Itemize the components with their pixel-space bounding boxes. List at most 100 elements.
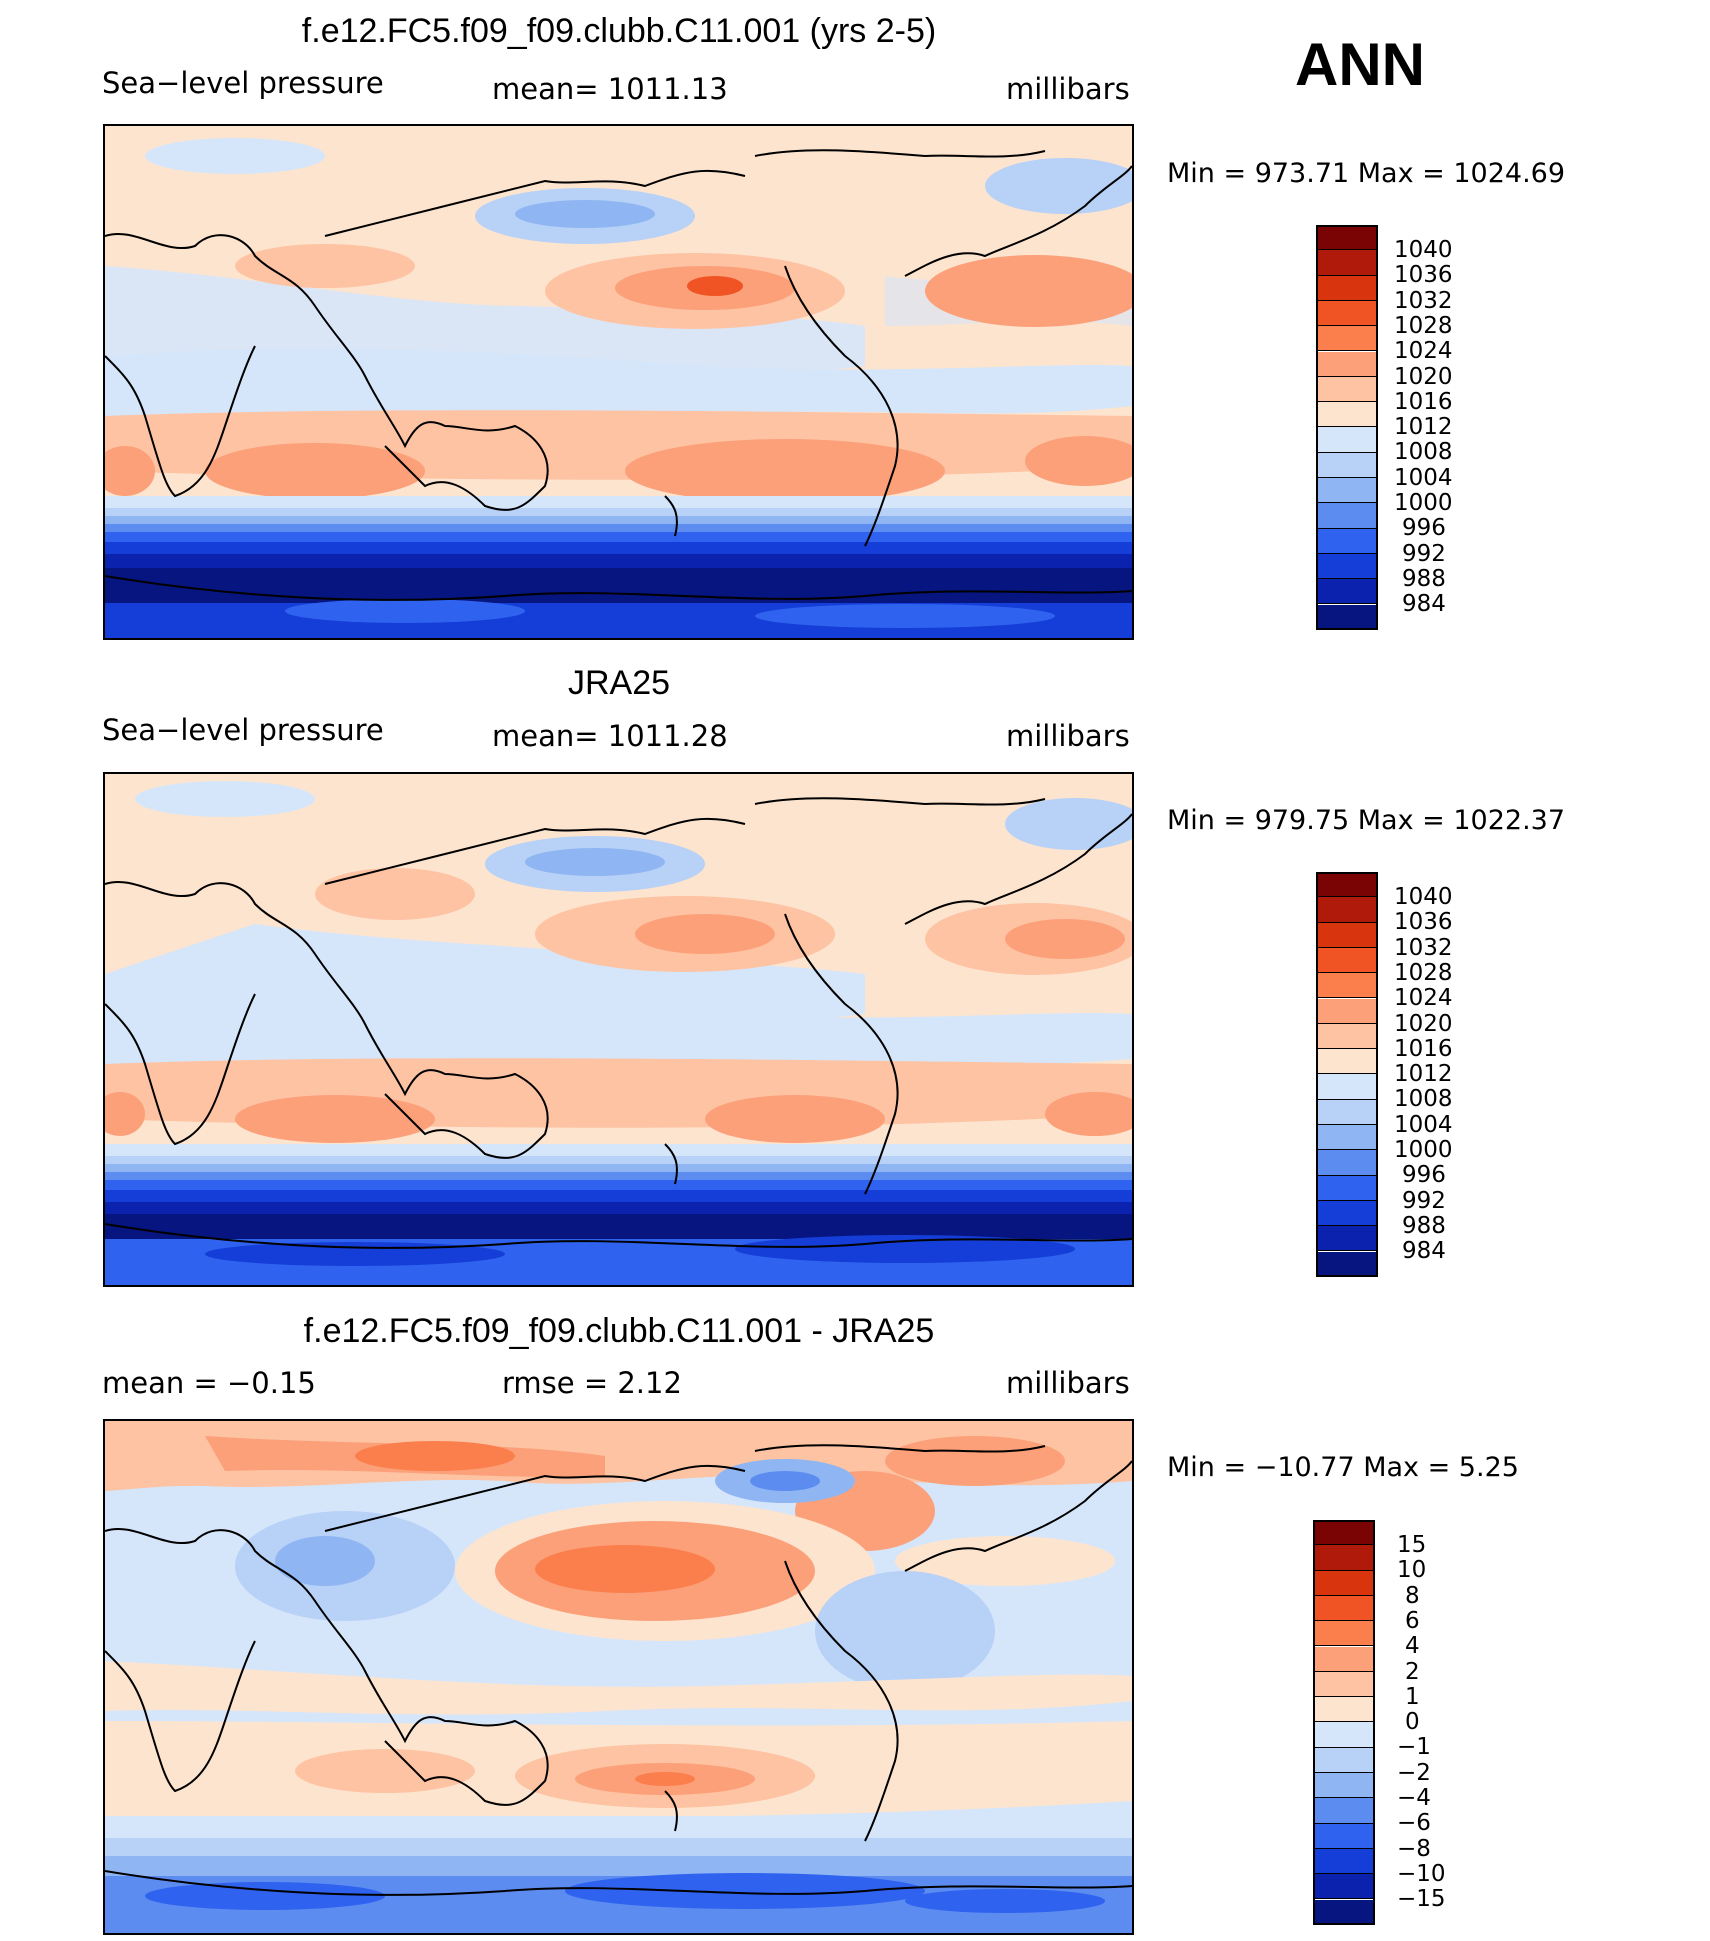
panel-1-colorbar-label: 1004: [1394, 464, 1453, 491]
panel-2-colorbar-swatch: [1316, 998, 1378, 1024]
panel-1-map: [103, 124, 1134, 640]
panel-3-colorbar-swatch: [1313, 1899, 1375, 1925]
panel-2-colorbar-label: 1032: [1394, 934, 1453, 961]
panel-3-colorbar-label: −1: [1397, 1734, 1431, 1761]
panel-1-colorbar-label: 1036: [1394, 262, 1453, 289]
panel-1-colorbar-swatch: [1316, 427, 1378, 453]
panel-1-variable-label: Sea−level pressure: [102, 66, 384, 100]
panel-1-colorbar-swatch: [1316, 300, 1378, 327]
panel-3-colorbar-label: 8: [1405, 1582, 1420, 1609]
panel-1-colorbar-swatch: [1316, 250, 1378, 276]
panel-2-colorbar-frame: [1316, 872, 1378, 1277]
panel-2-colorbar-label: 992: [1402, 1187, 1446, 1214]
panel-1-colorbar-swatch: [1316, 225, 1378, 251]
season-label: ANN: [1295, 31, 1425, 98]
panel-3-minmax-label: Min = −10.77 Max = 5.25: [1167, 1452, 1519, 1483]
panel-3-colorbar-swatch: [1313, 1798, 1375, 1824]
panel-3-map: [103, 1419, 1134, 1935]
panel-2-colorbar-label: 988: [1402, 1212, 1446, 1239]
panel-1-colorbar-label: 1032: [1394, 287, 1453, 314]
panel-2-colorbar-swatch: [1316, 1074, 1378, 1100]
panel-1-colorbar-swatch: [1316, 579, 1378, 605]
panel-2-minmax-label: Min = 979.75 Max = 1022.37: [1167, 805, 1566, 836]
panel-1-mean-label: mean= 1011.13: [492, 72, 728, 106]
panel-3-units-label: millibars: [1006, 1366, 1130, 1400]
panel-1-colorbar-label: 1016: [1394, 388, 1453, 415]
panel-1-colorbar-label: 992: [1402, 540, 1446, 567]
panel-2-colorbar-label: 1020: [1394, 1010, 1453, 1037]
panel-3-colorbar-label: 10: [1397, 1557, 1427, 1584]
panel-1-colorbar-frame: [1316, 225, 1378, 630]
panel-3-rmse-label: rmse = 2.12: [502, 1366, 682, 1400]
panel-1-colorbar-swatch: [1316, 503, 1378, 529]
panel-3-colorbar-label: −4: [1397, 1785, 1431, 1811]
panel-2-colorbar-swatch: [1316, 1226, 1378, 1252]
panel-3-colorbar-swatch: [1313, 1520, 1375, 1546]
panel-1-colorbar-label: 988: [1402, 565, 1446, 592]
panel-3-colorbar-label: −10: [1397, 1860, 1446, 1887]
panel-2-colorbar-swatch: [1316, 1125, 1378, 1151]
panel-3-colorbar-swatch: [1313, 1874, 1375, 1900]
panel-2-colorbar-swatch: [1316, 872, 1378, 898]
panel-1-colorbar-label: 996: [1402, 515, 1446, 542]
panel-3-colorbar-swatch: [1313, 1722, 1375, 1748]
panel-1-colorbar: 1040 1036 1032 1028 1024 1020 1016 1012 …: [1316, 225, 1453, 630]
panel-2-colorbar-swatch: [1316, 1150, 1378, 1176]
panel-2-colorbar-label: 1016: [1394, 1035, 1453, 1062]
panel-2-colorbar-swatch: [1316, 1049, 1378, 1075]
panel-3-colorbar-swatch: [1313, 1570, 1375, 1596]
panel-1-colorbar-label: 1040: [1394, 237, 1453, 263]
panel-2-title: JRA25: [567, 664, 671, 702]
panel-2-colorbar-swatch: [1316, 973, 1378, 999]
panel-1-colorbar-label: 984: [1402, 591, 1446, 618]
panel-1-colorbar-label: 1012: [1394, 414, 1453, 441]
panel-3-mean-label: mean = −0.15: [102, 1366, 316, 1400]
panel-3-colorbar-frame: [1313, 1520, 1375, 1925]
panel-1-map-plot: [105, 126, 1132, 638]
panel-1-colorbar-swatch: [1316, 452, 1378, 478]
panel-2-colorbar-label: 1036: [1394, 909, 1453, 936]
panel-3-colorbar-swatch: [1313, 1595, 1375, 1622]
panel-2-colorbar-label: 1000: [1394, 1137, 1453, 1163]
panel-1-minmax-label: Min = 973.71 Max = 1024.69: [1167, 158, 1566, 189]
panel-2-colorbar-swatch: [1316, 1023, 1378, 1050]
panel-3-colorbar-label: −2: [1397, 1759, 1431, 1786]
panel-1-colorbar-swatch: [1316, 326, 1378, 352]
panel-2-colorbar-label: 996: [1402, 1162, 1446, 1189]
panel-3-colorbar-label: −6: [1397, 1810, 1431, 1837]
panel-3-colorbar-swatch: [1313, 1621, 1375, 1647]
panel-3-colorbar-label: −15: [1397, 1886, 1446, 1913]
panel-2-colorbar-swatch: [1316, 1099, 1378, 1125]
panel-3-colorbar-label: 6: [1405, 1607, 1420, 1634]
panel-3-colorbar-label: 0: [1405, 1709, 1420, 1736]
panel-2-colorbar-swatch: [1316, 947, 1378, 974]
panel-2-colorbar: 1040 1036 1032 1028 1024 1020 1016 1012 …: [1316, 872, 1453, 1277]
panel-2-colorbar-label: 984: [1402, 1238, 1446, 1265]
panel-2-variable-label: Sea−level pressure: [102, 713, 384, 747]
panel-2-units-label: millibars: [1006, 719, 1130, 753]
panel-3-colorbar-swatch: [1313, 1773, 1375, 1799]
panel-1-colorbar-swatch: [1316, 478, 1378, 504]
panel-3-colorbar-label: 1: [1405, 1683, 1420, 1710]
panel-2-colorbar-label: 1024: [1394, 985, 1453, 1012]
panel-3-colorbar-swatch: [1313, 1697, 1375, 1723]
panel-2-map: [103, 772, 1134, 1287]
panel-1-colorbar-label: 1008: [1394, 439, 1453, 466]
panel-2-colorbar-swatch: [1316, 897, 1378, 923]
panel-3-map-plot: [105, 1421, 1132, 1933]
panel-2-map-plot: [105, 774, 1132, 1285]
panel-3-colorbar-label: 15: [1397, 1532, 1427, 1558]
panel-3-colorbar-label: −8: [1397, 1835, 1431, 1862]
panel-1-colorbar-swatch: [1316, 376, 1378, 403]
panel-2-colorbar-label: 1028: [1394, 959, 1453, 986]
panel-3-colorbar-swatch: [1313, 1823, 1375, 1849]
panel-2-colorbar-swatch: [1316, 1175, 1378, 1201]
panel-1-colorbar-label: 1024: [1394, 338, 1453, 365]
panel-1-colorbar-label: 1028: [1394, 312, 1453, 339]
panel-2-colorbar-label: 1008: [1394, 1086, 1453, 1113]
panel-3-colorbar-swatch: [1313, 1848, 1375, 1875]
panel-2-colorbar-swatch: [1316, 1200, 1378, 1227]
panel-3-colorbar: 15 10 8 6 4 2 1 0 −1 −2 −4 −6 −8 −10 −15: [1313, 1520, 1446, 1925]
panel-1-colorbar-swatch: [1316, 275, 1378, 301]
panel-1-colorbar-swatch: [1316, 351, 1378, 377]
